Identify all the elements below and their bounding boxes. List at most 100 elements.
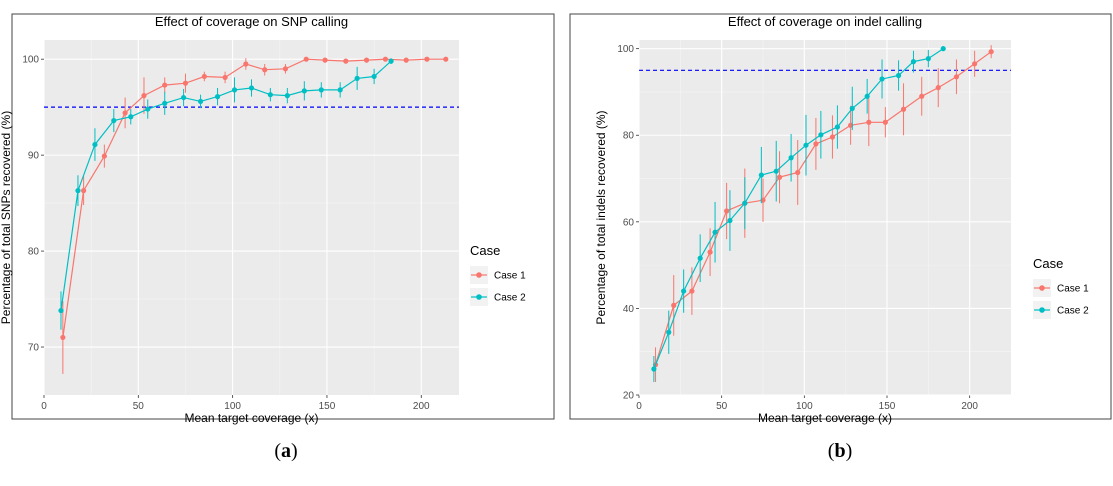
data-point <box>972 61 978 67</box>
data-point <box>953 74 960 80</box>
caption-a: (a) <box>274 440 298 462</box>
data-point <box>58 307 64 314</box>
data-point <box>424 56 430 62</box>
data-point <box>382 56 389 62</box>
x-tick-label: 0 <box>41 401 47 412</box>
data-point <box>92 141 98 148</box>
legend-label: Case 1 <box>494 271 526 282</box>
y-tick-label: 40 <box>623 304 635 315</box>
data-point <box>935 85 941 91</box>
data-point <box>354 75 360 81</box>
x-tick-label: 100 <box>796 401 813 412</box>
data-point <box>681 288 687 294</box>
legend-key-point <box>1039 285 1045 291</box>
data-point <box>322 57 328 63</box>
data-point <box>162 82 168 88</box>
data-point <box>795 169 801 176</box>
data-point <box>197 98 204 105</box>
legend-key-point <box>476 272 482 278</box>
series-line <box>62 58 446 338</box>
x-tick-label: 100 <box>224 401 241 412</box>
caption-b: (b) <box>827 440 853 462</box>
data-point <box>363 57 370 63</box>
plot-background <box>44 40 459 395</box>
x-tick-label: 0 <box>636 401 642 412</box>
data-point <box>803 142 809 148</box>
data-point <box>101 153 107 159</box>
data-point <box>864 93 870 99</box>
data-point <box>758 172 764 178</box>
data-point <box>371 73 377 80</box>
data-point <box>60 334 66 341</box>
y-axis-label: Percentage of total SNPs recovered (%) <box>0 111 13 324</box>
data-point <box>122 110 128 116</box>
data-point <box>788 155 794 161</box>
data-point <box>919 93 925 99</box>
legend-key-point <box>476 294 482 300</box>
data-point <box>900 106 907 112</box>
data-point <box>724 208 730 214</box>
data-point <box>866 119 872 125</box>
data-point <box>879 76 885 82</box>
data-point <box>182 80 189 86</box>
data-point <box>671 302 677 308</box>
y-tick-label: 20 <box>623 391 635 402</box>
x-tick-label: 200 <box>413 401 430 412</box>
plot-background <box>639 40 1011 395</box>
data-point <box>231 87 238 93</box>
series-line <box>60 60 392 311</box>
chart-panel-b: 0 50 100 150 200 20 40 60 80 100 Effect of coverag… <box>569 13 1112 425</box>
chart-title: Effect of coverage on SNP calling <box>155 14 348 29</box>
data-point <box>849 105 855 112</box>
x-tick-label: 150 <box>879 401 896 412</box>
data-point <box>267 92 273 98</box>
data-point <box>318 87 324 93</box>
data-point <box>141 93 147 99</box>
data-point <box>712 229 718 235</box>
data-point <box>75 188 81 194</box>
data-point <box>651 366 657 372</box>
data-point <box>727 217 733 224</box>
data-point <box>145 106 151 112</box>
data-point <box>337 87 343 93</box>
data-point <box>689 288 695 294</box>
legend-title: Case <box>470 243 500 258</box>
data-point <box>301 88 307 94</box>
data-point <box>882 119 888 125</box>
y-axis-label: Percentage of total indels recovered (%) <box>594 110 608 324</box>
y-tick-label: 60 <box>623 217 635 228</box>
data-point <box>81 188 87 194</box>
data-point <box>697 255 703 261</box>
chart-title: Effect of coverage on indel calling <box>728 14 922 29</box>
data-point <box>666 329 672 335</box>
y-tick-label: 80 <box>28 247 40 258</box>
series-line <box>653 48 944 370</box>
data-point <box>776 174 783 180</box>
data-point <box>222 74 228 81</box>
data-point <box>940 46 946 52</box>
data-point <box>284 93 290 99</box>
legend-label: Case 2 <box>1057 306 1089 317</box>
x-axis-label: Mean target coverage (x) <box>758 411 892 425</box>
legend-label: Case 1 <box>1057 284 1089 295</box>
data-point <box>829 134 836 140</box>
data-point <box>343 58 349 64</box>
data-point <box>742 200 748 206</box>
data-point <box>443 56 449 62</box>
data-point <box>282 66 289 72</box>
y-tick-label: 100 <box>22 55 39 66</box>
y-tick-label: 90 <box>28 151 40 162</box>
data-point <box>303 56 309 62</box>
series-line <box>654 51 992 365</box>
legend-title: Case <box>1033 256 1063 271</box>
legend-key-point <box>1039 307 1045 313</box>
data-point <box>818 132 824 138</box>
chart-panel-a: 0 50 100 150 200 70 80 90 100 Effect of coverage … <box>0 13 555 425</box>
x-axis-label: Mean target coverage (x) <box>184 411 318 425</box>
data-point <box>248 85 255 91</box>
y-tick-label: 70 <box>28 343 40 354</box>
data-point <box>988 49 994 55</box>
data-point <box>111 117 117 124</box>
data-point <box>388 58 394 64</box>
x-tick-label: 150 <box>319 401 336 412</box>
